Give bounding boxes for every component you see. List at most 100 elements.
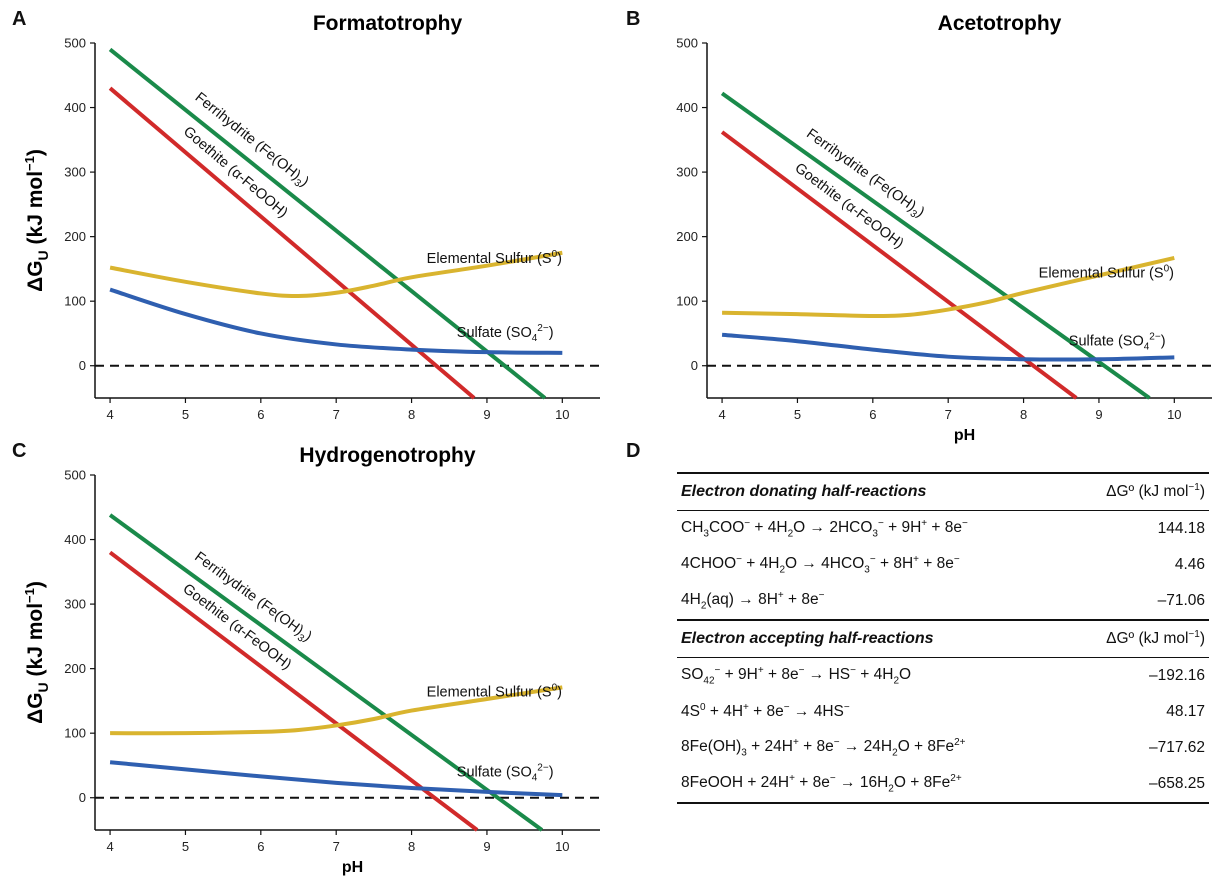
y-tick-label: 200 [676,229,698,244]
svg-text:Sulfate (SO42−): Sulfate (SO42−) [457,762,554,783]
donating-row: 4CHOO− + 4H2O → 4HCO3− + 8H+ + 8e− 4.46 [677,547,1209,583]
reaction-equation: 4S0 + 4H+ + 8e− → 4HS− [681,702,850,721]
series-line-ferrihydrite [108,47,547,400]
svg-text:Goethite (α-FeOOH): Goethite (α-FeOOH) [180,124,291,222]
donating-header-row: Electron donating half-reactions ΔGº (kJ… [677,474,1209,510]
series-label-sulfate: Sulfate (SO42−) [1069,331,1166,352]
y-tick-label: 100 [64,294,86,309]
y-tick-label: 0 [79,358,86,373]
delta-g-value: –658.25 [1148,775,1205,792]
svg-text:ΔGU (kJ mol−1): ΔGU (kJ mol−1) [22,149,51,292]
delta-g-value: –192.16 [1148,667,1205,684]
svg-text:Sulfate (SO42−): Sulfate (SO42−) [1069,331,1166,352]
svg-text:Elemental Sulfur (S0): Elemental Sulfur (S0) [427,682,562,700]
reaction-equation: SO42− + 9H+ + 8e− → HS− + 4H2O [681,665,912,687]
y-tick-label: 200 [64,661,86,676]
y-tick-label: 400 [676,100,698,115]
chart-title: Formatotrophy [313,12,463,35]
series-label-sulfate: Sulfate (SO42−) [457,323,554,344]
series-line-elemental_sulfur [722,255,1175,319]
x-tick-label: 4 [106,839,113,854]
series-line-sulfate [721,332,1175,362]
delta-g-value: 48.17 [1166,703,1205,720]
y-tick-label: 500 [64,36,86,51]
x-axis-label: pH [342,859,363,876]
svg-text:Elemental Sulfur (S0): Elemental Sulfur (S0) [427,249,562,267]
delta-g-value: –717.62 [1148,739,1205,756]
svg-text:Elemental Sulfur (S0): Elemental Sulfur (S0) [1039,263,1174,281]
delta-g-value: –71.06 [1157,592,1205,609]
y-tick-label: 0 [79,790,86,805]
y-tick-label: 500 [676,36,698,51]
series-line-ferrihydrite [108,513,544,832]
accepting-row: 4S0 + 4H+ + 8e− → 4HS− 48.17 [677,694,1209,730]
x-tick-label: 6 [257,407,264,422]
x-tick-label: 7 [333,407,340,422]
series-line-goethite [108,550,479,832]
y-tick-label: 0 [691,358,698,373]
series-line-sulfate [109,287,563,355]
series-line-elemental_sulfur [109,250,563,299]
accepting-header: Electron accepting half-reactions [681,630,934,647]
series-line-elemental_sulfur [110,685,563,736]
series-label-elemental_sulfur: Elemental Sulfur (S0) [427,682,562,700]
x-tick-label: 8 [408,407,415,422]
panel-letter-b: B [626,8,641,30]
y-tick-label: 400 [64,100,86,115]
x-tick-label: 5 [794,407,801,422]
series-line-goethite [108,86,476,400]
panel-letter-c: C [12,440,27,462]
x-tick-label: 10 [555,407,569,422]
reaction-equation: 8Fe(OH)3 + 24H+ + 8e− → 24H2O + 8Fe2+ [681,737,966,759]
x-tick-label: 9 [483,839,490,854]
delta-g-value: 4.46 [1174,556,1205,573]
accepting-row: 8Fe(OH)3 + 24H+ + 8e− → 24H2O + 8Fe2+ –71… [677,730,1209,766]
dg-header: ΔGº (kJ mol−1) [1106,482,1205,501]
series-line-ferrihydrite [720,91,1151,400]
reaction-equation: CH3COO− + 4H2O → 2HCO3− + 9H+ + 8e− [681,518,968,540]
chart-title: Hydrogenotrophy [299,444,475,467]
y-axis-label: ΔGU (kJ mol−1) [22,581,51,724]
series-label-sulfate: Sulfate (SO42−) [457,762,554,783]
x-tick-label: 4 [718,407,725,422]
y-tick-label: 100 [64,726,86,741]
x-tick-label: 9 [483,407,490,422]
y-tick-label: 300 [64,597,86,612]
x-tick-label: 7 [945,407,952,422]
series-label-goethite: Goethite (α-FeOOH) [180,124,291,222]
svg-text:Sulfate (SO42−): Sulfate (SO42−) [457,323,554,344]
donating-row: CH3COO− + 4H2O → 2HCO3− + 9H+ + 8e− 144.1… [677,511,1209,547]
panel-letter-d: D [626,440,641,462]
series-label-goethite: Goethite (α-FeOOH) [792,160,907,252]
x-tick-label: 5 [182,839,189,854]
half-reactions-table: Electron donating half-reactions ΔGº (kJ… [677,472,1209,804]
y-tick-label: 100 [676,294,698,309]
x-tick-label: 10 [1167,407,1181,422]
series-line-sulfate [109,760,563,798]
panel-letter-a: A [12,8,27,30]
x-axis-label: pH [954,427,975,444]
reaction-equation: 4CHOO− + 4H2O → 4HCO3− + 8H+ + 8e− [681,554,960,576]
x-tick-label: 8 [408,839,415,854]
chart-title: Acetotrophy [938,12,1062,35]
y-tick-label: 200 [64,229,86,244]
x-tick-label: 9 [1095,407,1102,422]
y-tick-label: 300 [64,165,86,180]
x-tick-label: 6 [869,407,876,422]
accepting-row: SO42− + 9H+ + 8e− → HS− + 4H2O –192.16 [677,658,1209,694]
x-tick-label: 8 [1020,407,1027,422]
svg-text:ΔGU (kJ mol−1): ΔGU (kJ mol−1) [22,581,51,724]
accepting-row: 8FeOOH + 24H+ + 8e− → 16H2O + 8Fe2+ –658.… [677,766,1209,802]
x-tick-label: 4 [106,407,113,422]
reaction-equation: 8FeOOH + 24H+ + 8e− → 16H2O + 8Fe2+ [681,773,962,795]
delta-g-value: 144.18 [1157,520,1205,537]
reaction-equation: 4H2(aq) → 8H+ + 8e− [681,590,825,612]
accepting-header-row: Electron accepting half-reactions ΔGº (k… [677,621,1209,657]
x-tick-label: 7 [333,839,340,854]
dg-header: ΔGº (kJ mol−1) [1106,629,1205,648]
x-tick-label: 10 [555,839,569,854]
y-tick-label: 400 [64,532,86,547]
